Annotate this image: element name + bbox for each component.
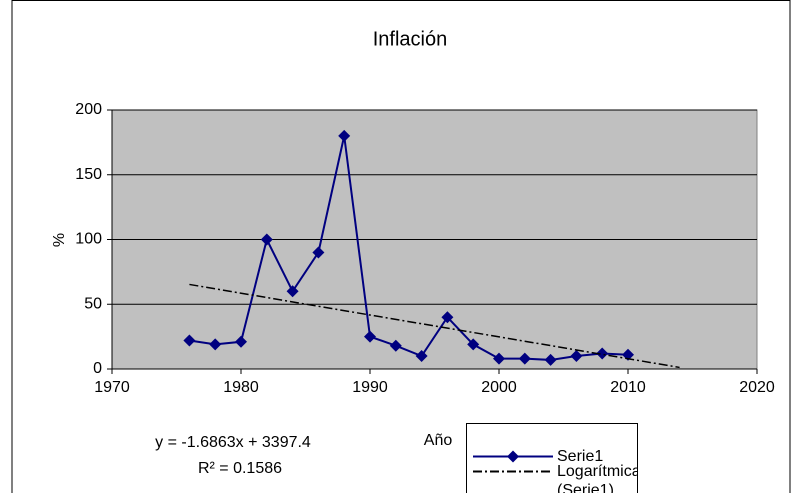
marker xyxy=(415,350,428,363)
legend-item: Serie1 xyxy=(467,447,637,466)
marker xyxy=(493,352,505,365)
marker xyxy=(622,348,634,361)
marker xyxy=(389,339,402,352)
legend-label: Serie1 xyxy=(557,448,604,465)
legend-swatch xyxy=(473,470,553,473)
marker xyxy=(260,233,273,246)
x-tick-label: 2020 xyxy=(739,379,775,396)
marker xyxy=(544,353,557,366)
legend-item: Logarítmica (Serie1) xyxy=(467,462,637,493)
marker xyxy=(209,338,222,351)
r-squared: R² = 0.1586 xyxy=(198,460,282,477)
x-axis-label: Año xyxy=(424,432,453,449)
y-tick-label: 150 xyxy=(75,166,102,183)
chart-title: Inflación xyxy=(373,28,448,50)
marker xyxy=(570,350,583,363)
x-tick-label: 2010 xyxy=(610,379,646,396)
marker xyxy=(312,246,325,259)
x-tick-label: 2000 xyxy=(481,379,517,396)
legend-label: Logarítmica (Serie1) xyxy=(557,463,638,493)
legend: Serie1 Logarítmica (Serie1) xyxy=(466,423,638,493)
trend-equation: y = -1.6863x + 3397.4 xyxy=(155,434,311,451)
y-tick-label: 0 xyxy=(93,360,102,377)
y-tick-label: 100 xyxy=(75,231,102,248)
marker xyxy=(183,334,196,347)
legend-swatch xyxy=(473,450,553,463)
x-tick-label: 1970 xyxy=(94,379,130,396)
x-tick-label: 1980 xyxy=(223,379,259,396)
marker xyxy=(441,311,454,324)
marker xyxy=(235,335,247,348)
y-axis-label: % xyxy=(51,233,68,247)
marker xyxy=(364,330,376,343)
trend-line xyxy=(189,283,680,369)
marker xyxy=(286,285,299,298)
marker xyxy=(467,338,480,351)
x-tick-label: 1990 xyxy=(352,379,388,396)
legend-marker xyxy=(507,450,519,463)
y-tick-label: 50 xyxy=(84,295,102,312)
y-tick-label: 200 xyxy=(75,101,102,118)
marker xyxy=(338,129,351,142)
marker xyxy=(518,352,531,365)
marker xyxy=(596,347,609,360)
